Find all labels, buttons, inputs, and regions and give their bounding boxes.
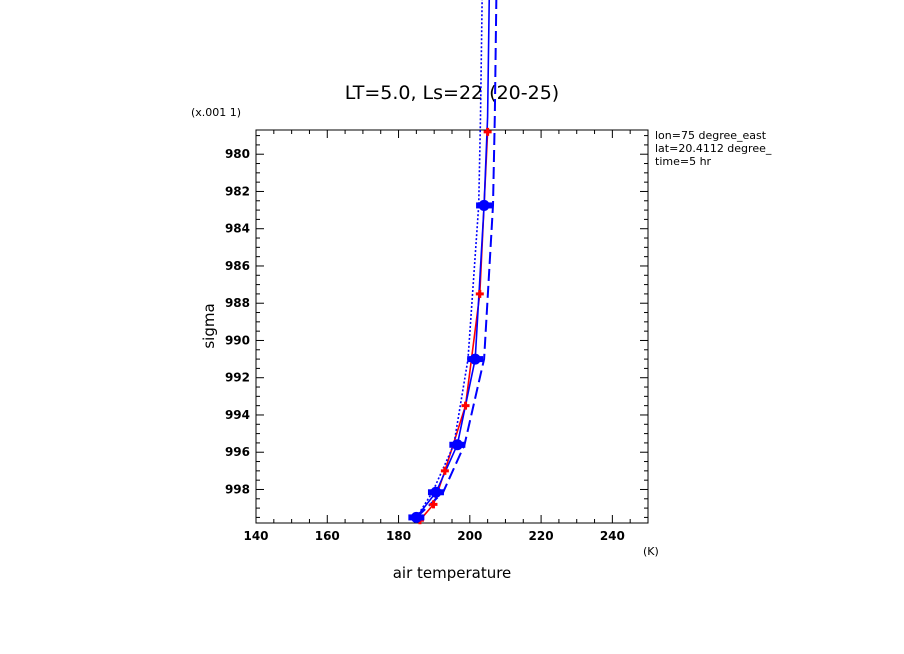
y-tick-label: 996 [225, 445, 250, 459]
data-point-observed [440, 466, 449, 475]
axis-ticks: 140 160 180 200 220 240 980 982 984 986 988 990 992 9… [225, 130, 649, 543]
chart-title: LT=5.0, Ls=22 (20-25) [345, 82, 559, 104]
data-point-model [467, 353, 484, 365]
x-axis-label: air temperature [393, 564, 512, 582]
x-unit-label: (K) [643, 545, 659, 558]
x-tick-label: 180 [386, 529, 411, 543]
marker-layer [408, 127, 493, 525]
y-scale-note: (x.001 1) [191, 106, 241, 119]
annotation-lat: lat=20.4112 degree_ [655, 142, 772, 155]
x-tick-label: 140 [243, 529, 268, 543]
y-tick-label: 992 [225, 371, 250, 385]
data-point-observed [429, 500, 438, 509]
data-point-model [427, 486, 444, 498]
plot-frame [255, 129, 649, 524]
marker-bar [408, 514, 425, 521]
marker-bar [476, 202, 493, 209]
data-point-model [449, 439, 466, 451]
y-tick-label: 986 [225, 259, 250, 273]
y-tick-label: 980 [225, 147, 250, 161]
data-point-observed [483, 127, 492, 136]
data-point-model [476, 199, 493, 211]
marker-bar [427, 489, 444, 496]
marker-bar [449, 441, 466, 448]
y-tick-label: 990 [225, 333, 250, 347]
x-tick-label: 220 [529, 529, 554, 543]
y-tick-label: 998 [225, 482, 250, 496]
data-point-observed [475, 289, 484, 298]
marker-bar [467, 356, 484, 363]
annotation-time: time=5 hr [655, 155, 712, 168]
data-point-model [408, 511, 425, 523]
y-tick-label: 988 [225, 296, 250, 310]
x-tick-label: 160 [315, 529, 340, 543]
series-line-2 [415, 0, 483, 518]
series-line-1 [415, 0, 491, 518]
annotation-lon: lon=75 degree_east [655, 129, 767, 142]
y-tick-label: 994 [225, 408, 250, 422]
x-tick-label: 200 [457, 529, 482, 543]
data-point-observed [461, 401, 470, 410]
x-tick-label: 240 [600, 529, 625, 543]
y-axis-label: sigma [200, 303, 218, 348]
y-tick-label: 984 [225, 222, 250, 236]
y-tick-label: 982 [225, 184, 250, 198]
